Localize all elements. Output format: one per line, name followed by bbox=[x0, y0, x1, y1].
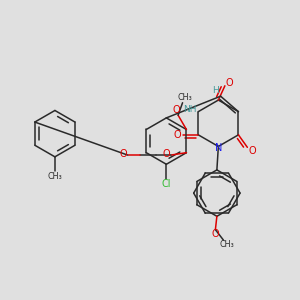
Text: O: O bbox=[119, 148, 127, 159]
Text: O: O bbox=[162, 148, 170, 159]
Text: NH: NH bbox=[183, 105, 197, 114]
Text: CH₃: CH₃ bbox=[219, 240, 234, 249]
Text: O: O bbox=[174, 130, 181, 140]
Text: N: N bbox=[215, 143, 222, 153]
Text: O: O bbox=[173, 106, 180, 116]
Text: O: O bbox=[226, 78, 233, 88]
Text: CH₃: CH₃ bbox=[177, 93, 192, 102]
Text: O: O bbox=[248, 146, 256, 157]
Text: Cl: Cl bbox=[162, 179, 171, 189]
Text: O: O bbox=[212, 229, 219, 239]
Text: H: H bbox=[212, 86, 219, 95]
Text: CH₃: CH₃ bbox=[47, 172, 62, 181]
